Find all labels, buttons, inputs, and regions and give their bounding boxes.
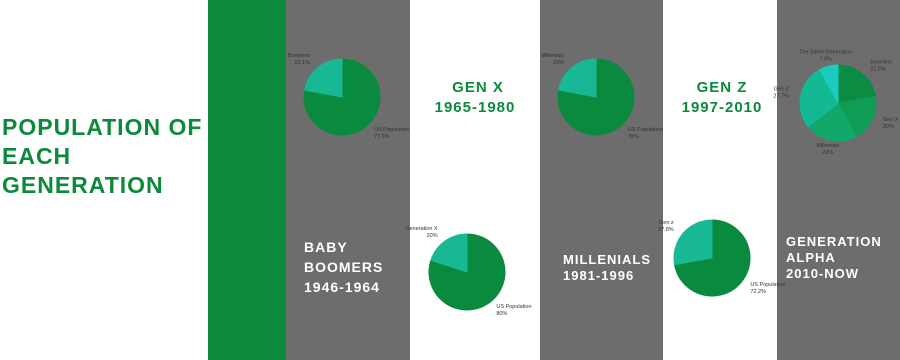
green-stripe [208,0,286,360]
slice-label: Gen z [659,220,674,226]
label-line: ALPHA [786,250,836,265]
slice-value: 20% [427,233,438,239]
slice-label: Generation X [405,226,438,232]
slice-value: 20% [883,124,894,130]
slice-value: 77.9% [374,134,390,140]
title: POPULATION OF EACH GENERATION [2,114,202,198]
pie-slice [558,58,597,98]
column-label: GEN X 1965-1980 [435,79,516,116]
column-label: GEN Z 1997-2010 [682,79,763,116]
slice-value: 80% [496,311,507,317]
label-line: GEN X [452,79,504,96]
pie-slice [673,219,713,266]
label-line: BABY [304,239,348,255]
slice-label: US Population [374,127,409,133]
column-label: MILLENIALS 1981-1996 [563,252,651,283]
pie-slice [799,68,839,128]
slice-label: Boomers [870,59,892,65]
slice-value: 78% [628,134,639,140]
title-line: POPULATION OF [2,114,202,140]
slice-label: Millenials [816,143,839,149]
label-line: GEN Z [697,79,748,96]
slice-label: US Population [496,304,531,310]
column-label: BABY BOOMERS 1946-1964 [304,239,383,295]
slice-label: The Silent Generation [799,49,853,55]
slice-value: 27.7% [773,93,789,99]
label-line: GENERATION [786,234,882,249]
slice-label: Boomers [288,53,310,59]
slice-label: Gen Z [774,86,790,92]
slice-value: 72.2% [750,289,766,295]
slice-label: Gen X [883,117,899,123]
pie-slice [304,58,343,98]
slice-value: 7.9% [819,56,832,62]
pie-slice [807,102,857,142]
label-line: 1997-2010 [682,99,763,116]
slice-label: Millenials [542,53,565,59]
pie-slice [430,233,468,273]
label-line: MILLENIALS [563,252,651,267]
pie-slice [819,64,839,104]
pie-slice [837,95,877,138]
slice-value: 27.8% [658,227,674,233]
slice-value: 22.1% [294,60,310,66]
title-line: GENERATION [2,172,164,198]
slice-label: US Population [750,282,785,288]
label-line: 2010-NOW [786,266,859,281]
slice-value: 22% [553,60,564,66]
pie-slice [837,64,877,104]
slice-value: 22.2% [870,66,886,72]
slice-value: 22% [822,150,833,156]
label-line: 1946-1964 [304,279,380,295]
label-line: 1981-1996 [563,268,634,283]
slice-label: US Population [628,127,663,133]
label-line: BOOMERS [304,259,383,275]
column-label: GENERATION ALPHA 2010-NOW [786,234,882,281]
title-line: EACH [2,143,71,169]
label-line: 1965-1980 [435,99,516,116]
gray-column [777,0,900,360]
